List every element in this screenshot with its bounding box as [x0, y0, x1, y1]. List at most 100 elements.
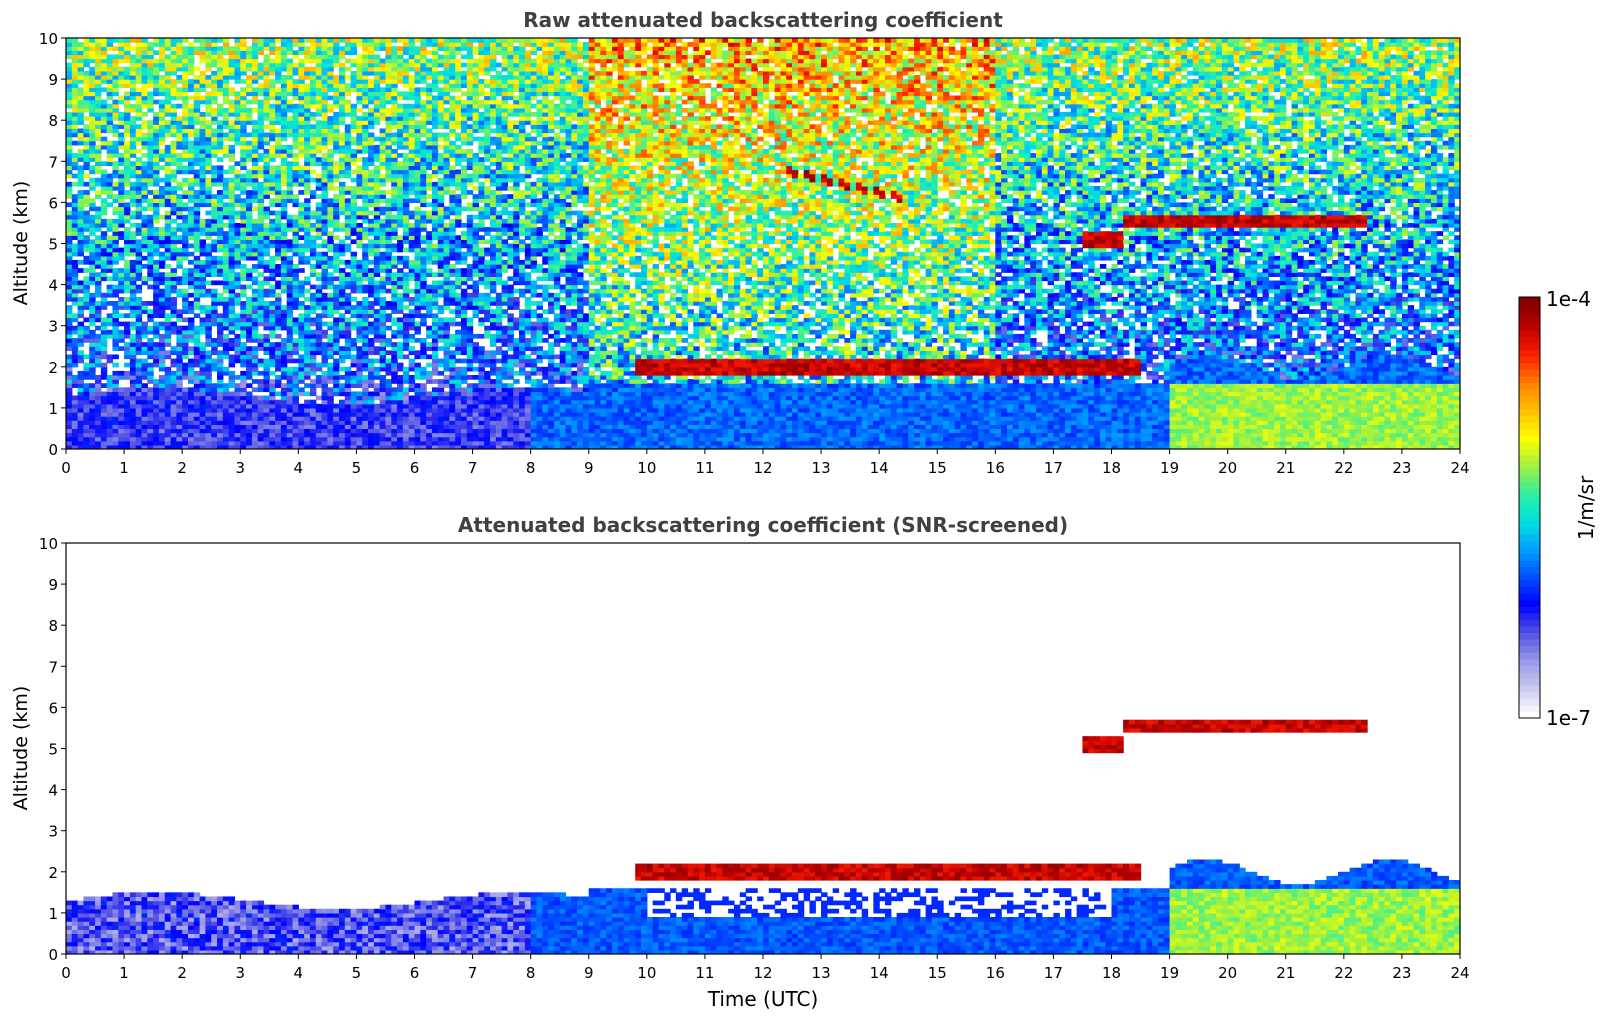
field-cell	[269, 420, 275, 425]
field-cell	[1321, 424, 1327, 429]
field-cell	[641, 379, 647, 384]
field-cell	[1239, 433, 1245, 438]
field-cell	[1326, 375, 1332, 380]
field-cell	[1053, 412, 1059, 417]
field-cell	[72, 383, 78, 388]
field-cell	[850, 363, 856, 368]
field-cell	[937, 400, 943, 405]
field-cell	[1123, 424, 1129, 429]
field-cell	[937, 437, 943, 442]
field-cell	[624, 424, 630, 429]
field-cell	[1448, 387, 1454, 392]
field-cell	[1228, 412, 1234, 417]
field-cell	[1257, 375, 1263, 380]
field-cell	[1326, 437, 1332, 442]
field-cell	[513, 428, 519, 433]
field-cell	[682, 412, 688, 417]
field-cell	[333, 441, 339, 446]
field-cell	[142, 396, 148, 401]
field-cell	[263, 408, 269, 413]
field-cell	[1059, 383, 1065, 388]
field-cell	[1210, 412, 1216, 417]
field-cell	[856, 367, 862, 372]
field-cell	[258, 408, 264, 413]
field-cell	[868, 387, 874, 392]
field-cell	[1245, 416, 1251, 421]
field-cell	[1437, 420, 1443, 425]
field-cell	[263, 424, 269, 429]
field-cell	[984, 400, 990, 405]
field-cell	[1053, 433, 1059, 438]
field-cell	[1321, 441, 1327, 446]
field-cell	[920, 420, 926, 425]
field-cell	[171, 391, 177, 396]
field-cell	[786, 433, 792, 438]
field-cell	[705, 412, 711, 417]
field-cell	[1257, 416, 1263, 421]
field-cell	[1390, 387, 1396, 392]
field-cell	[1396, 400, 1402, 405]
field-cell	[595, 379, 601, 384]
field-cell	[1164, 375, 1170, 380]
field-cell	[327, 428, 333, 433]
field-cell	[966, 359, 972, 364]
field-cell	[722, 441, 728, 446]
field-cell	[1344, 437, 1350, 442]
field-cell	[1071, 412, 1077, 417]
field-cell	[571, 428, 577, 433]
field-cell	[844, 396, 850, 401]
field-cell	[1402, 437, 1408, 442]
field-cell	[769, 363, 775, 368]
field-cell	[1036, 367, 1042, 372]
field-cell	[1024, 359, 1030, 364]
field-cell	[542, 383, 548, 388]
field-cell	[1431, 424, 1437, 429]
field-cell	[205, 433, 211, 438]
field-cell	[995, 437, 1001, 442]
field-cell	[862, 437, 868, 442]
field-cell	[217, 383, 223, 388]
field-cell	[531, 437, 537, 442]
field-cell	[281, 367, 287, 372]
field-cell	[171, 412, 177, 417]
field-cell	[873, 371, 879, 376]
field-cell	[1013, 408, 1019, 413]
field-cell	[66, 408, 72, 413]
field-cell	[566, 375, 572, 380]
field-cell	[955, 400, 961, 405]
field-cell	[978, 400, 984, 405]
field-cell	[1233, 396, 1239, 401]
field-cell	[496, 367, 502, 372]
field-cell	[693, 379, 699, 384]
field-cell	[467, 367, 473, 372]
field-cell	[583, 441, 589, 446]
field-cell	[1170, 420, 1176, 425]
field-cell	[554, 396, 560, 401]
field-cell	[1245, 412, 1251, 417]
field-cell	[1419, 375, 1425, 380]
field-cell	[438, 412, 444, 417]
field-cell	[1321, 371, 1327, 376]
field-cell	[78, 400, 84, 405]
field-cell	[728, 387, 734, 392]
field-cell	[746, 437, 752, 442]
field-cell	[1263, 383, 1269, 388]
field-cell	[775, 387, 781, 392]
field-cell	[409, 375, 415, 380]
field-cell	[763, 383, 769, 388]
field-cell	[234, 375, 240, 380]
field-cell	[635, 375, 641, 380]
field-cell	[281, 420, 287, 425]
field-cell	[780, 400, 786, 405]
field-cell	[629, 433, 635, 438]
field-cell	[478, 416, 484, 421]
field-cell	[1448, 441, 1454, 446]
field-cell	[850, 371, 856, 376]
field-cell	[885, 416, 891, 421]
field-cell	[310, 404, 316, 409]
field-cell	[1053, 367, 1059, 372]
field-cell	[1199, 371, 1205, 376]
field-cell	[101, 420, 107, 425]
field-cell	[1158, 424, 1164, 429]
field-cell	[432, 424, 438, 429]
